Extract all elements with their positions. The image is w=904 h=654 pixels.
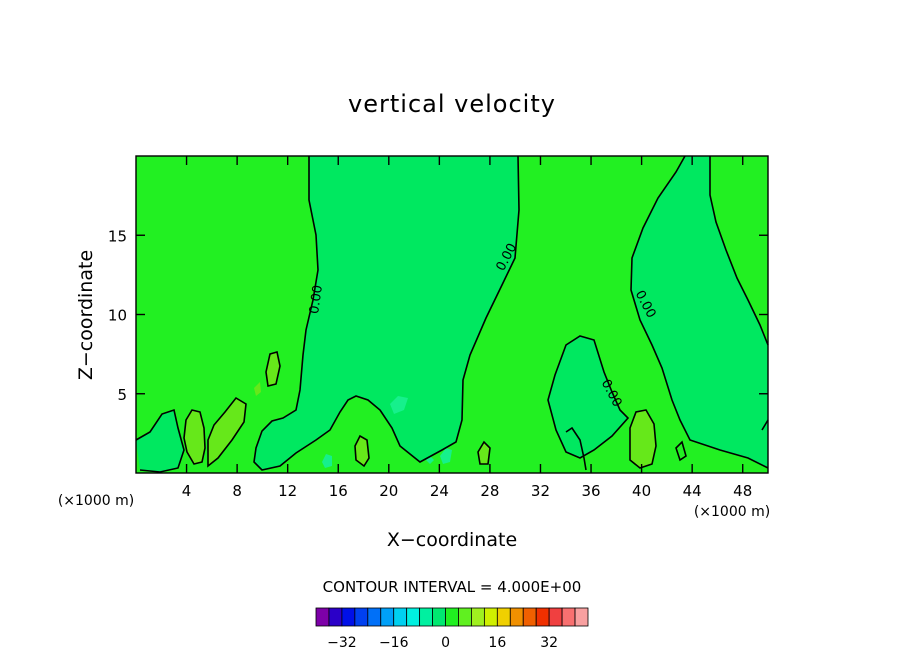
updraft-cell-3 bbox=[266, 352, 280, 386]
x-tick-label: 4 bbox=[182, 482, 192, 500]
colorbar-swatch bbox=[471, 607, 485, 627]
updraft-cell-4 bbox=[254, 382, 261, 396]
updraft-cell-1 bbox=[184, 410, 205, 464]
colorbar-tick-label: −16 bbox=[379, 635, 409, 651]
contour-interval: CONTOUR INTERVAL = 4.000E+00 bbox=[323, 578, 582, 596]
updraft-cell-5 bbox=[355, 436, 369, 466]
colorbar-swatch bbox=[496, 607, 511, 627]
colorbar-swatch bbox=[535, 607, 550, 627]
downdraft-region-left bbox=[136, 410, 184, 472]
x-tick-label: 48 bbox=[733, 482, 752, 500]
x-tick-label: 44 bbox=[683, 482, 702, 500]
x-unit-left: (×1000 m) bbox=[58, 493, 134, 509]
colorbar-swatch bbox=[445, 607, 459, 627]
colorbar bbox=[315, 607, 589, 627]
colorbar-swatch bbox=[509, 607, 524, 627]
colorbar-swatch bbox=[315, 607, 330, 627]
colorbar-labels: −32 −16 0 16 32 bbox=[327, 635, 558, 651]
updraft-cell-2 bbox=[208, 398, 246, 466]
colorbar-swatch bbox=[380, 607, 395, 627]
updraft-cell-7 bbox=[630, 410, 656, 468]
weak-downdraft-3 bbox=[440, 448, 452, 464]
downdraft-region-right bbox=[631, 156, 768, 468]
x-tick-label: 20 bbox=[379, 482, 398, 500]
colorbar-swatch bbox=[341, 607, 356, 627]
contour-label: 0.00 bbox=[307, 284, 326, 315]
colorbar-swatch bbox=[561, 607, 576, 627]
colorbar-swatch bbox=[419, 607, 433, 627]
y-tick-label: 5 bbox=[117, 386, 127, 404]
colorbar-swatch bbox=[483, 607, 498, 627]
x-unit-right: (×1000 m) bbox=[694, 504, 770, 520]
x-tick-label: 16 bbox=[329, 482, 348, 500]
y-tick-label: 15 bbox=[108, 227, 127, 245]
y-axis-ticks: 5 10 15 bbox=[108, 227, 768, 404]
colorbar-tick-label: 0 bbox=[441, 635, 450, 651]
zero-contour-lines bbox=[135, 155, 769, 473]
x-tick-label: 12 bbox=[278, 482, 297, 500]
colorbar-swatch bbox=[432, 607, 446, 627]
colorbar-swatch bbox=[367, 607, 382, 627]
x-tick-label: 32 bbox=[531, 482, 550, 500]
x-tick-label: 28 bbox=[480, 482, 499, 500]
plot-area: 0.00 0.00 0.00 0.00 bbox=[135, 155, 769, 474]
downdraft-region-mid bbox=[548, 336, 628, 458]
x-tick-label: 8 bbox=[232, 482, 242, 500]
colorbar-tick-label: 32 bbox=[540, 635, 558, 651]
weak-downdraft-1 bbox=[390, 396, 408, 414]
y-axis-label: Z−coordinate bbox=[75, 250, 97, 380]
chart-title: vertical velocity bbox=[348, 90, 556, 118]
x-axis-label: X−coordinate bbox=[387, 529, 517, 551]
weak-downdraft-2 bbox=[322, 454, 332, 468]
x-axis-ticks: 4 8 12 16 20 24 28 32 36 40 44 48 bbox=[182, 156, 752, 500]
y-tick-label: 10 bbox=[108, 307, 127, 325]
colorbar-swatch bbox=[574, 607, 589, 627]
downdraft-region-center bbox=[254, 156, 519, 470]
colorbar-tick-label: −32 bbox=[327, 635, 357, 651]
colorbar-swatch bbox=[548, 607, 563, 627]
colorbar-swatch bbox=[522, 607, 537, 627]
x-tick-label: 40 bbox=[632, 482, 651, 500]
colorbar-swatch bbox=[328, 607, 343, 627]
colorbar-swatch bbox=[406, 607, 421, 627]
colorbar-swatch bbox=[393, 607, 408, 627]
x-tick-label: 36 bbox=[581, 482, 600, 500]
colorbar-tick-label: 16 bbox=[488, 635, 506, 651]
x-tick-label: 24 bbox=[430, 482, 449, 500]
colorbar-swatch bbox=[458, 607, 472, 627]
colorbar-swatch bbox=[354, 607, 369, 627]
